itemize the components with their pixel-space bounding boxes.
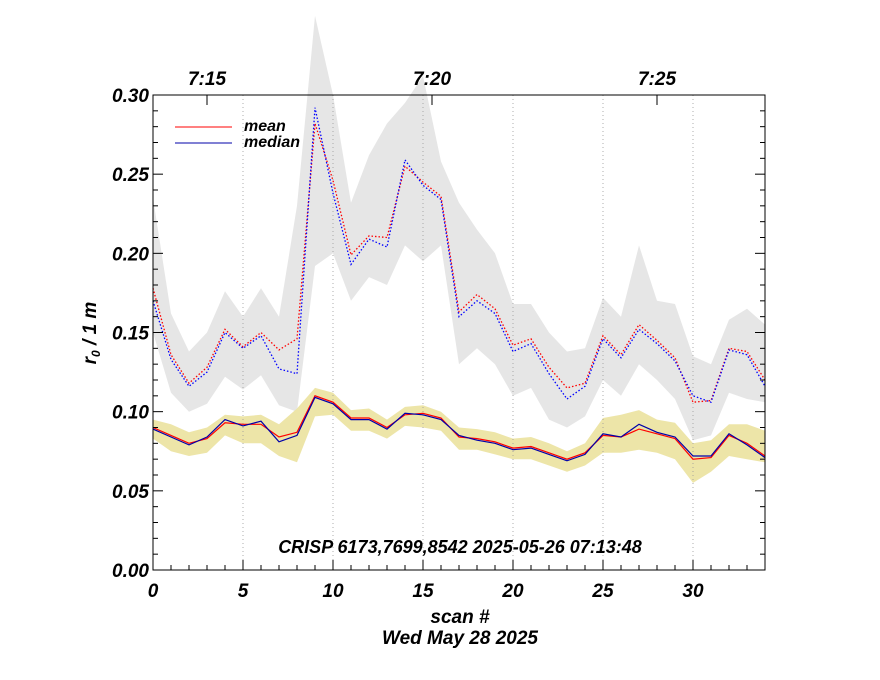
y-tick-label-2: 0.10 bbox=[112, 403, 149, 424]
legend: mean median bbox=[175, 118, 300, 151]
series-upper-mean bbox=[152, 123, 766, 403]
date-label: Wed May 28 2025 bbox=[382, 628, 538, 649]
legend-label-mean: mean bbox=[244, 118, 286, 135]
y-tick-label-3: 0.15 bbox=[112, 324, 149, 345]
x-tick-label-25: 25 bbox=[591, 581, 614, 602]
x-tick-label-30: 30 bbox=[682, 581, 704, 602]
top-time-label-0: 7:15 bbox=[188, 69, 226, 90]
y-tick-label-0: 0.00 bbox=[112, 561, 149, 582]
x-tick-label-0: 0 bbox=[148, 581, 159, 602]
y-tick-label-5: 0.25 bbox=[112, 165, 149, 186]
chart-annotation: CRISP 6173,7699,8542 2025-05-26 07:13:48 bbox=[278, 537, 642, 557]
band-upper bbox=[153, 15, 765, 441]
y-tick-label-6: 0.30 bbox=[112, 86, 149, 107]
y-tick-label-1: 0.05 bbox=[112, 482, 149, 503]
series-upper-median bbox=[152, 107, 766, 404]
x-tick-label-5: 5 bbox=[238, 581, 249, 602]
x-tick-label-10: 10 bbox=[322, 581, 344, 602]
y-axis-label: r0 / 1 m bbox=[80, 302, 103, 365]
x-tick-label-20: 20 bbox=[501, 581, 524, 602]
x-axis-label: scan # bbox=[430, 607, 490, 628]
top-time-label-1: 7:20 bbox=[413, 69, 451, 90]
series-lower-mean bbox=[152, 395, 766, 460]
axis-ticks bbox=[152, 94, 766, 571]
y-tick-label-4: 0.20 bbox=[112, 244, 149, 265]
top-axis-time-labels: 7:15 7:20 7:25 bbox=[188, 69, 676, 90]
series-lines bbox=[152, 107, 766, 462]
top-time-label-2: 7:25 bbox=[638, 69, 676, 90]
legend-label-median: median bbox=[244, 134, 300, 151]
x-tick-label-15: 15 bbox=[412, 581, 434, 602]
y-tick-labels: 0.00 0.05 0.10 0.15 0.20 0.25 0.30 bbox=[112, 86, 149, 582]
x-tick-labels: 0 5 10 15 20 25 30 bbox=[148, 581, 704, 602]
series-lower-median bbox=[152, 396, 766, 462]
